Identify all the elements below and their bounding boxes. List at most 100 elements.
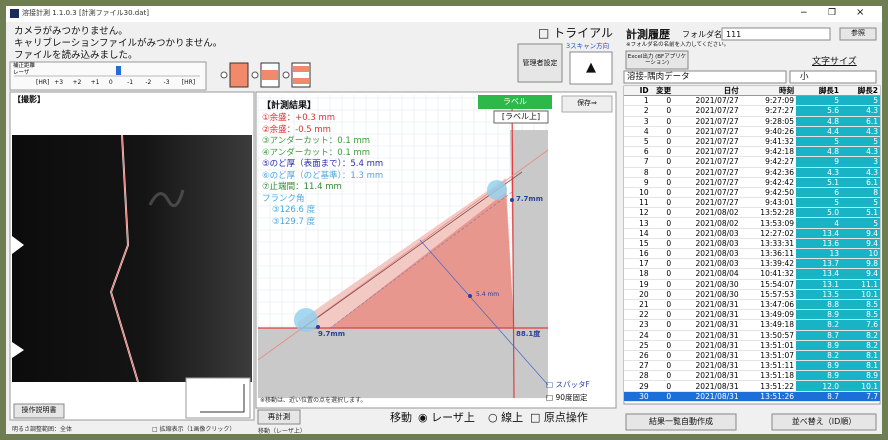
history-row[interactable]: 3 0 2021/07/27 9:28:05 4.8 6.1 — [624, 116, 880, 127]
column-header[interactable]: 変更 — [650, 86, 674, 97]
point[interactable] — [468, 294, 472, 298]
history-row[interactable]: 30 0 2021/08/31 13:51:26 8.7 7.7 — [624, 391, 880, 402]
label-button[interactable]: ラベル — [503, 96, 527, 106]
laser-slider[interactable] — [116, 66, 121, 75]
trial-checkbox[interactable]: □ トライアル — [538, 26, 614, 40]
history-row[interactable]: 27 0 2021/08/31 13:51:11 8.9 8.1 — [624, 360, 880, 372]
remeasure-button[interactable]: 再計測 — [267, 411, 291, 421]
column-header[interactable]: 時刻 — [740, 86, 796, 97]
font-size[interactable]: 小 — [800, 72, 809, 82]
cell: 4.3 — [841, 167, 880, 178]
history-row[interactable]: 21 0 2021/08/31 13:47:06 8.8 8.5 — [624, 299, 880, 311]
sort-button[interactable]: 並べ替え（ID順） — [791, 416, 857, 426]
history-row[interactable]: 8 0 2021/07/27 9:42:36 4.3 4.3 — [624, 167, 880, 178]
history-row[interactable]: 15 0 2021/08/03 13:33:31 13.6 9.4 — [624, 238, 880, 250]
admin-button-bg — [517, 43, 563, 83]
point[interactable] — [316, 325, 320, 329]
fixed90-checkbox[interactable]: □ 90度固定 — [546, 393, 588, 402]
cell: 9 — [624, 177, 651, 188]
toe-marker[interactable] — [487, 180, 507, 200]
spatter-checkbox[interactable]: □ スパッタF — [546, 380, 590, 389]
radio[interactable] — [251, 71, 259, 79]
history-row[interactable]: 25 0 2021/08/31 13:51:01 8.9 8.2 — [624, 340, 880, 351]
cell: 8.1 — [841, 350, 880, 362]
folder-input[interactable]: 111 — [726, 30, 742, 39]
thumbnail-corner — [200, 384, 245, 413]
history-row[interactable]: 19 0 2021/08/30 15:54:07 13.1 11.1 — [624, 279, 880, 290]
history-row[interactable]: 13 0 2021/08/02 13:53:09 4 5 — [624, 217, 880, 229]
move-option[interactable]: □ 原点操作 — [530, 411, 588, 424]
data-type[interactable]: 溶接-隅肉データ — [627, 72, 690, 82]
radio[interactable] — [220, 71, 228, 79]
history-row[interactable]: 7 0 2021/07/27 9:42:27 9 3 — [624, 156, 880, 168]
cell: 2021/08/31 — [673, 309, 741, 321]
brightness-status: 明るさ調整範囲：全体 — [12, 426, 73, 433]
radio[interactable] — [282, 71, 290, 79]
toe-marker[interactable] — [294, 308, 318, 332]
history-row[interactable]: 12 0 2021/08/02 13:52:28 5.0 5.1 — [624, 207, 880, 219]
history-row[interactable]: 4 0 2021/07/27 9:40:26 4.4 4.3 — [624, 126, 880, 137]
auto-list-button[interactable]: 結果一覧自動作成 — [649, 416, 713, 426]
move-option[interactable]: ◉ レーザ上 — [418, 411, 475, 424]
option-box[interactable] — [229, 62, 249, 88]
cell: 13:51:18 — [740, 370, 796, 382]
label-position[interactable]: [ラベル上] — [501, 111, 541, 121]
history-row[interactable]: 14 0 2021/08/03 12:27:02 13.4 9.4 — [624, 228, 880, 239]
history-row[interactable]: 9 0 2021/07/27 9:42:42 5.1 6.1 — [624, 177, 880, 188]
arrow-button[interactable]: ▲ — [586, 59, 596, 75]
manual-button[interactable]: 操作説明書 — [21, 406, 57, 415]
history-row[interactable]: 18 0 2021/08/04 10:41:32 13.4 9.4 — [624, 268, 880, 280]
result-item: フランク角 — [262, 193, 305, 204]
history-row[interactable]: 26 0 2021/08/31 13:51:07 8.2 8.1 — [624, 350, 880, 362]
cell: 8.9 — [795, 370, 842, 382]
maximize[interactable]: ❐ — [828, 8, 837, 18]
camera-image[interactable] — [12, 135, 252, 382]
column-header[interactable]: 脚長1 — [795, 86, 842, 97]
history-row[interactable]: 20 0 2021/08/30 15:57:53 13.5 10.1 — [624, 289, 880, 300]
history-row[interactable]: 11 0 2021/07/27 9:43:01 5 5 — [624, 197, 880, 209]
leg-line — [329, 191, 513, 329]
cell: 0 — [650, 197, 674, 209]
history-row[interactable]: 1 0 2021/07/27 9:27:09 5 5 — [624, 95, 880, 107]
angle-annotation: 88.1度 — [516, 330, 541, 338]
cell: 2021/07/27 — [673, 136, 741, 148]
scale-label: -2 — [145, 79, 152, 86]
zoom-checkbox[interactable]: □ 拡縮表示（1画像クリック） — [152, 426, 236, 433]
camera-header: 【撮影】 — [13, 95, 45, 104]
cell: 0 — [650, 360, 674, 372]
column-header[interactable]: ID — [624, 86, 651, 97]
cell: 29 — [624, 380, 651, 392]
excel-button[interactable]: Excel出力 (BFアプリケーション) — [627, 53, 687, 66]
result-item: ③アンダーカット：0.1 mm — [262, 136, 371, 146]
cell: 0 — [650, 95, 674, 107]
cell: 6.1 — [841, 177, 880, 188]
column-header[interactable]: 脚長2 — [841, 86, 880, 97]
history-row[interactable]: 10 0 2021/07/27 9:42:50 6 8 — [624, 187, 880, 199]
column-header[interactable]: 日付 — [673, 86, 741, 97]
cell: 8.2 — [841, 340, 880, 351]
cell: 11 — [624, 197, 651, 209]
history-row[interactable]: 16 0 2021/08/03 13:36:11 13 10 — [624, 248, 880, 260]
cell: 0 — [650, 350, 674, 362]
window-title: 溶接計測 1.1.0.3 [計測ファイル30.dat] — [22, 9, 150, 17]
cell: 10 — [624, 187, 651, 199]
history-row[interactable]: 24 0 2021/08/31 13:50:57 8.7 8.2 — [624, 330, 880, 341]
history-row[interactable]: 6 0 2021/07/27 9:42:18 4.8 4.3 — [624, 146, 880, 158]
move-option[interactable]: ○ 線上 — [488, 411, 524, 424]
result-header: 【計測結果】 — [262, 101, 317, 111]
browse-button[interactable]: 参照 — [851, 29, 865, 38]
close[interactable]: × — [856, 7, 865, 18]
history-row[interactable]: 28 0 2021/08/31 13:51:18 8.9 8.9 — [624, 370, 880, 382]
title-bar — [6, 6, 882, 22]
point[interactable] — [510, 198, 514, 202]
minimize[interactable]: − — [800, 8, 808, 18]
history-row[interactable]: 17 0 2021/08/03 13:39:42 13.7 9.8 — [624, 258, 880, 270]
history-row[interactable]: 22 0 2021/08/31 13:49:09 8.9 8.5 — [624, 309, 880, 321]
history-row[interactable]: 29 0 2021/08/31 13:51:22 12.0 10.1 — [624, 380, 880, 392]
history-row[interactable]: 2 0 2021/07/27 9:27:27 5.6 4.3 — [624, 105, 880, 117]
history-row[interactable]: 23 0 2021/08/31 13:49:18 8.2 7.6 — [624, 319, 880, 331]
save-button[interactable]: 保存⇒ — [577, 99, 597, 108]
admin-button[interactable]: 管理者設定 — [522, 59, 558, 68]
history-row[interactable]: 5 0 2021/07/27 9:41:32 5 5 — [624, 136, 880, 148]
